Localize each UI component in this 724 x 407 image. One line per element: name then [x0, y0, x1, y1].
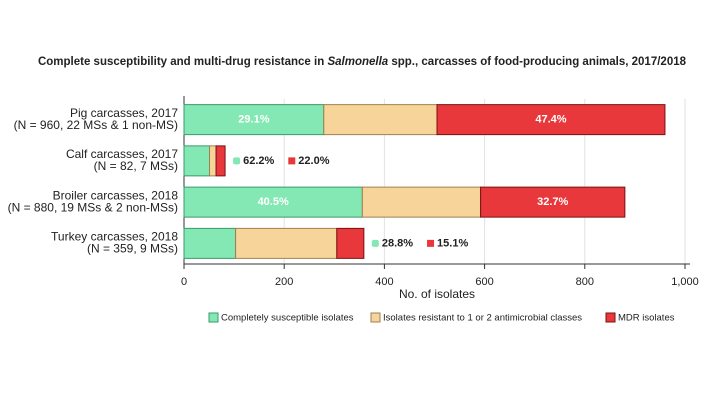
data-label: 62.2%	[243, 155, 274, 167]
label-swatch	[371, 239, 379, 247]
bar-segment	[436, 104, 666, 136]
data-label: 32.7%	[537, 196, 568, 208]
data-label: 22.0%	[298, 155, 329, 167]
legend-swatch	[605, 312, 616, 323]
x-axis-title: No. of isolates	[399, 287, 475, 301]
label-swatch	[233, 157, 241, 165]
label-swatch	[427, 239, 435, 247]
bar-segment	[480, 186, 626, 218]
title-part: Salmonella	[327, 56, 388, 68]
chart-title: Complete susceptibility and multi-drug r…	[38, 56, 687, 68]
title-part: spp., carcasses of food-producing animal…	[388, 56, 686, 68]
x-tick-label: 600	[475, 276, 493, 288]
x-tick-label: 400	[375, 276, 393, 288]
bar-segment	[209, 145, 217, 177]
category-detail: (N = 960, 22 MSs & 1 non-MS)	[14, 118, 178, 132]
bar-segment	[235, 227, 338, 259]
category-label: Calf carcasses, 2017	[66, 147, 178, 161]
bar-segment	[215, 145, 226, 177]
legend-label: MDR isolates	[618, 313, 675, 324]
data-label: 28.8%	[382, 237, 413, 249]
data-label: 40.5%	[258, 196, 289, 208]
data-label: 15.1%	[437, 237, 468, 249]
bar-segment	[183, 227, 237, 259]
title-part: Complete susceptibility and multi-drug r…	[38, 56, 327, 68]
x-tick-label: 0	[181, 276, 187, 288]
category-label: Pig carcasses, 2017	[70, 106, 178, 120]
data-label: 47.4%	[535, 114, 566, 126]
data-label: 29.1%	[238, 114, 269, 126]
bar-segment	[361, 186, 482, 218]
x-tick-label: 200	[275, 276, 293, 288]
bar-segment	[183, 186, 363, 218]
bar-segment	[183, 104, 325, 136]
category-label: Broiler carcasses, 2018	[53, 188, 179, 202]
category-detail: (N = 880, 19 MSs & 2 non-MSs)	[8, 200, 178, 214]
category-detail: (N = 359, 9 MSs)	[87, 242, 178, 256]
bar-segment	[323, 104, 438, 136]
legend-swatch	[208, 312, 219, 323]
legend-swatch	[370, 312, 381, 323]
legend-label: Isolates resistant to 1 or 2 antimicrobi…	[383, 313, 582, 324]
label-swatch	[288, 157, 296, 165]
category-label: Turkey carcasses, 2018	[51, 230, 178, 244]
legend-label: Completely susceptible isolates	[221, 313, 354, 324]
bar-segment	[183, 145, 211, 177]
x-tick-label: 1,000	[671, 276, 699, 288]
bar-segment	[336, 227, 365, 259]
category-detail: (N = 82, 7 MSs)	[94, 159, 178, 173]
x-tick-label: 800	[576, 276, 594, 288]
